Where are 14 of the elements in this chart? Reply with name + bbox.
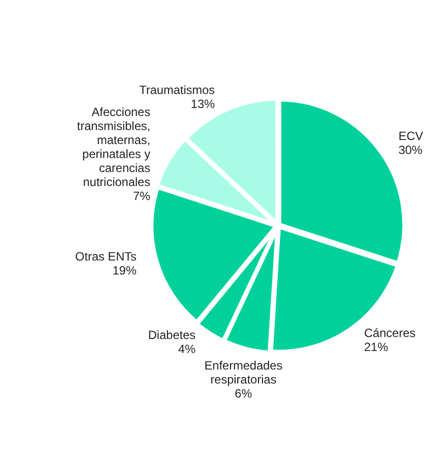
data-label: 30% bbox=[398, 143, 423, 158]
data-label: 6% bbox=[234, 386, 252, 400]
slice-label: Afecciones transmisibles, maternas, perinatales y carencias nutricionales bbox=[76, 105, 150, 190]
data-label: 7% bbox=[133, 189, 151, 204]
slice-label: Cánceres bbox=[364, 326, 416, 340]
data-label: 21% bbox=[364, 340, 388, 354]
slice-label: Diabetes bbox=[148, 328, 196, 342]
slice-label: Traumatismos bbox=[139, 83, 215, 98]
slice-label: Enfermedades respiratorias bbox=[204, 358, 282, 386]
slice-label: ECV bbox=[398, 129, 424, 144]
slice-label: Otras ENTs bbox=[75, 250, 137, 264]
data-label: 19% bbox=[112, 264, 137, 278]
data-label: 13% bbox=[190, 97, 216, 112]
data-label: 4% bbox=[178, 342, 196, 356]
